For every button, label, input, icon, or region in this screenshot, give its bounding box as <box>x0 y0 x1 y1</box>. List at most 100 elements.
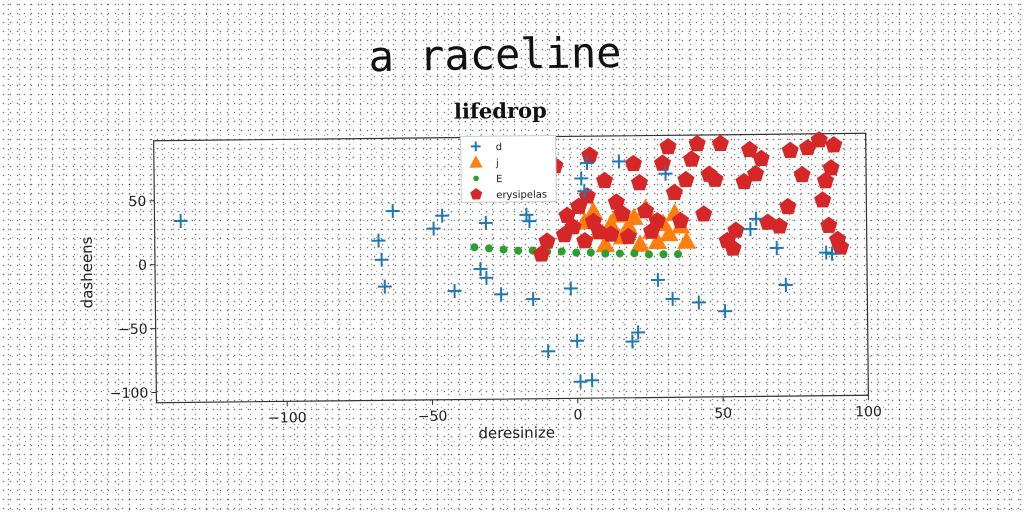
point-erysipelas <box>595 171 614 189</box>
point-erysipelas <box>724 239 742 256</box>
chart-title: lifedrop <box>454 98 547 124</box>
legend-label-d: d <box>496 142 502 153</box>
point-erysipelas <box>810 131 828 148</box>
series-E <box>470 243 682 259</box>
point-d <box>526 292 541 307</box>
point-erysipelas <box>630 173 649 191</box>
legend-label-E: E <box>496 174 502 185</box>
point-d <box>665 291 680 306</box>
point-d <box>749 211 764 226</box>
point-d <box>385 204 400 219</box>
point-erysipelas <box>779 197 797 215</box>
point-erysipelas <box>624 154 643 172</box>
point-erysipelas <box>711 134 730 152</box>
point-erysipelas <box>665 183 684 201</box>
point-j <box>624 207 644 226</box>
legend-marker-E <box>473 175 479 182</box>
point-d <box>173 213 188 228</box>
point-erysipelas <box>619 227 637 245</box>
point-j <box>601 214 621 232</box>
point-erysipelas <box>820 216 838 234</box>
point-E <box>485 244 494 253</box>
point-d <box>691 295 706 310</box>
legend-marker-erysipelas <box>470 188 483 200</box>
point-d <box>611 154 626 169</box>
point-erysipelas <box>706 170 724 187</box>
point-E <box>673 250 682 259</box>
point-j <box>583 201 603 220</box>
point-erysipelas <box>832 238 850 255</box>
point-d <box>718 304 733 319</box>
point-erysipelas <box>793 165 811 183</box>
point-erysipelas <box>825 136 843 153</box>
point-d <box>625 334 640 349</box>
x-tick-label: −50 <box>418 409 448 425</box>
point-erysipelas <box>770 217 788 234</box>
point-E <box>557 247 566 256</box>
point-erysipelas <box>688 134 706 152</box>
point-erysipelas <box>613 204 631 222</box>
x-tick-label: 100 <box>855 404 882 420</box>
point-d <box>371 233 386 248</box>
point-j <box>659 223 679 242</box>
point-d <box>585 373 600 388</box>
point-d <box>563 281 578 296</box>
point-erysipelas <box>648 212 666 229</box>
point-d <box>374 252 389 267</box>
point-erysipelas <box>677 170 695 188</box>
point-d <box>447 283 462 298</box>
point-j <box>648 231 668 250</box>
point-erysipelas <box>752 149 770 167</box>
point-d <box>426 221 441 236</box>
point-d <box>479 270 494 285</box>
point-erysipelas <box>659 137 677 155</box>
point-erysipelas <box>564 218 582 235</box>
y-tick-label: −50 <box>118 322 148 338</box>
x-tick-label: 0 <box>573 407 582 423</box>
point-E <box>601 249 610 258</box>
point-d <box>435 208 450 223</box>
point-d <box>478 215 493 230</box>
point-d <box>631 325 646 340</box>
point-E <box>514 246 523 255</box>
point-erysipelas <box>695 205 713 222</box>
point-erysipelas <box>814 191 832 208</box>
data-marks <box>173 131 850 389</box>
point-erysipelas <box>532 245 550 262</box>
point-erysipelas <box>816 172 835 189</box>
point-j <box>677 231 697 249</box>
point-d <box>819 245 834 260</box>
x-tick-label: 50 <box>714 406 732 422</box>
point-erysipelas <box>735 172 753 190</box>
legend-label-erysipelas: erysipelas <box>496 190 547 202</box>
point-erysipelas <box>602 225 620 242</box>
point-d <box>519 207 534 222</box>
y-tick-label: 0 <box>138 258 147 274</box>
series-erysipelas <box>532 131 850 262</box>
point-d <box>769 240 784 255</box>
point-d <box>541 344 556 359</box>
point-E <box>615 249 624 258</box>
point-erysipelas <box>538 232 556 249</box>
point-d <box>522 214 537 229</box>
point-erysipelas <box>653 154 672 171</box>
chart-group: lifedrop −100 −50 0 50 100 −100 −50 0 50 djEerys… <box>78 98 882 443</box>
point-d <box>825 246 840 261</box>
point-erysipelas <box>558 206 576 223</box>
axis-ticks: −100 −50 0 50 100 −100 −50 0 50 <box>110 194 882 427</box>
point-d <box>377 279 392 294</box>
point-erysipelas <box>682 150 701 167</box>
x-tick-label: −100 <box>268 410 307 426</box>
point-d <box>778 277 793 292</box>
point-erysipelas <box>822 159 840 176</box>
point-erysipelas <box>581 146 599 163</box>
point-erysipelas <box>727 221 745 238</box>
point-erysipelas <box>799 138 817 156</box>
point-d <box>570 333 585 348</box>
point-erysipelas <box>637 201 655 219</box>
point-j <box>595 234 615 253</box>
point-E <box>630 249 639 258</box>
point-E <box>470 243 479 252</box>
